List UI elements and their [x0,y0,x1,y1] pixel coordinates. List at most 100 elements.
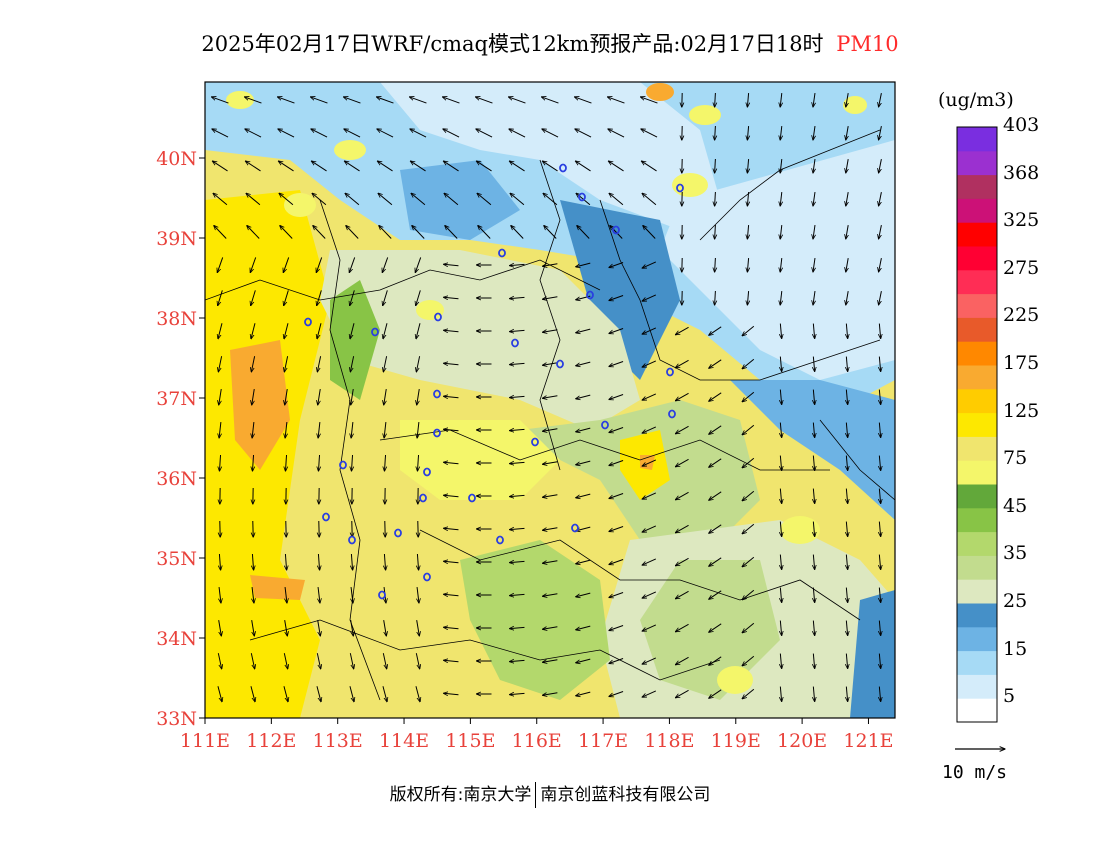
wind-arrow [576,625,591,630]
colorbar-label: 275 [1003,256,1040,279]
wind-arrow [444,462,459,463]
city-marker [556,359,564,369]
wind-arrow [846,126,848,140]
colorbar-frame [956,126,998,723]
wind-arrow [444,396,459,397]
wind-arrow [415,686,420,701]
wind-arrow [383,323,388,339]
colorbar-swatch [957,698,997,723]
wind-arrow [417,586,419,603]
wind-arrow [709,392,722,401]
wind-arrow [715,125,716,140]
wind-arrow [510,528,525,529]
city-marker [423,572,431,582]
wind-arrow [543,396,558,398]
wind-arrow [412,225,425,239]
colorbar-swatch [957,246,997,271]
wind-arrow [609,493,624,499]
wind-arrow [609,625,624,631]
wind-arrow [415,653,419,669]
wind-arrow [747,92,748,107]
wind-arrow [543,264,558,266]
wind-arrow [742,556,755,566]
lon-tick-label: 121E [843,730,893,752]
wind-arrow [715,191,716,206]
wind-arrow [417,389,420,405]
wind-arrow [747,158,748,173]
wind-arrow [813,389,814,405]
wind-arrow [377,129,394,138]
wind-arrow [219,454,220,471]
wind-arrow [879,455,880,471]
wind-arrow [219,553,220,570]
wind-arrow [813,587,814,603]
wind-arrow [350,620,354,636]
chart-title: 2025年02月17日WRF/cmaq模式12km预报产品:02月17日18时 … [0,28,1100,58]
wind-arrow [780,620,781,636]
wind-arrow [383,290,388,305]
wind-arrow [316,653,320,669]
wind-arrow [511,225,524,239]
city-marker [668,409,676,419]
wind-arrow [444,528,459,529]
lon-axis: 111E 112E 113E 114E 115E 116E 117E 118E 119E 120E… [180,718,894,752]
wind-arrow [476,97,493,104]
wind-arrow [510,693,525,694]
wind-arrow [576,328,591,333]
wind-arrow [742,688,755,698]
wind-arrow [609,658,624,664]
wind-arrow [642,525,657,532]
wind-arrow [742,358,755,368]
wind-arrow [345,193,360,206]
wind-arrow [846,488,847,504]
colorbar-swatch [957,531,997,556]
wind-arrow [813,488,814,504]
wind-arrow [813,620,814,636]
wind-arrow [715,158,716,173]
wind-arrow [709,524,722,533]
wind-arrow [780,422,781,438]
wind-arrow [846,455,847,471]
wind-arrow [846,291,848,305]
wind-arrow [609,592,624,598]
colorbar-label: 75 [1003,447,1028,470]
wind-arrow [642,294,657,301]
wind-arrow [377,161,393,172]
wind-arrow [509,161,525,172]
colorbar-swatch [957,555,997,580]
colorbar-label: 325 [1003,209,1040,232]
wind-arrow [709,359,722,368]
wind-arrow [675,425,689,433]
wind-arrow [846,620,847,636]
wind-arrow [218,356,223,372]
wind-arrow [813,291,815,305]
wind-arrow [576,193,591,206]
wind-arrow [344,161,360,172]
wind-arrow [642,426,657,433]
colorbar-swatch [957,674,997,699]
city-marker [304,317,312,327]
wind-arrow [250,653,254,669]
lat-tick-label: 33N [156,708,197,730]
wind-arrow [542,161,558,172]
wind-vectors [212,92,882,702]
wind-arrow [846,521,847,537]
wind-arrow [642,690,657,697]
wind-arrow [813,356,814,372]
wind-arrow [813,159,815,173]
wind-arrow [444,693,459,694]
wind-arrow [609,526,624,532]
wind-arrow [212,97,229,104]
wind-arrow [318,389,321,405]
wind-arrow [318,454,319,471]
wind-arrow [411,193,426,206]
wind-arrow [543,330,558,332]
wind-arrow [318,421,320,438]
wind-arrow [609,691,624,697]
title-pollutant: PM10 [836,32,899,56]
wind-arrow [349,653,353,669]
wind-arrow [643,225,656,239]
wind-arrow [410,161,426,172]
wind-arrow [879,356,880,372]
wind-arrow [250,686,255,701]
